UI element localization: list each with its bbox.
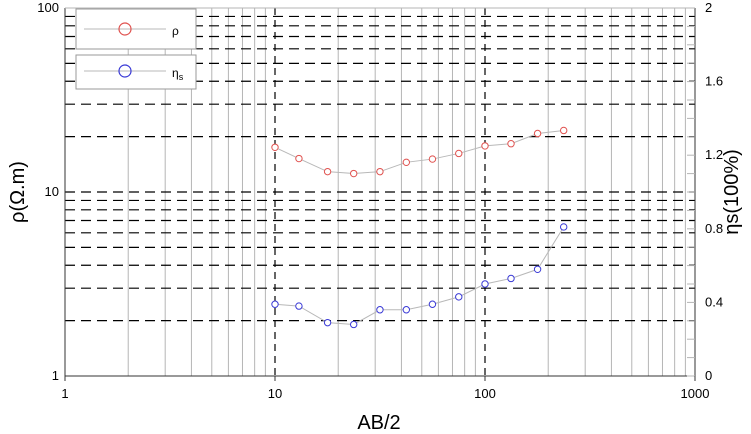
x-tick-label: 1000 [681, 386, 710, 401]
rho-data-point [481, 142, 489, 150]
eta-data-point [428, 300, 437, 308]
y2-tick-label: 0.4 [705, 294, 723, 309]
rho-data-point [559, 126, 568, 135]
eta-data-point [559, 223, 568, 231]
x-axis-title: AB/2 [357, 412, 400, 434]
y-axis-title: ρ(Ω.m) [7, 161, 29, 223]
y-tick-label: 10 [45, 184, 59, 199]
eta-data-point [376, 306, 384, 314]
axes [64, 7, 696, 381]
x-tick-label: 10 [268, 386, 282, 401]
eta-data-point [533, 265, 542, 273]
eta-data-point [402, 306, 411, 314]
eta-data-point [271, 300, 279, 308]
rho-data-point [376, 167, 384, 176]
eta-data-point [507, 274, 515, 283]
rho-data-point [323, 167, 332, 176]
eta-series-line [274, 226, 565, 325]
y2-tick-label: 1.2 [705, 147, 723, 162]
x-tick-label: 1 [61, 386, 68, 401]
legend-box-eta [75, 54, 197, 90]
rho-data-point [402, 158, 411, 167]
legend-label-rho: ρ [172, 24, 179, 38]
rho-series-line [274, 129, 564, 175]
y2-tick-label: 1.6 [705, 74, 723, 89]
rho-data-point [428, 155, 437, 163]
y-tick-label: 1 [52, 368, 59, 383]
rho-data-point [507, 140, 515, 148]
legend-marker-eta [118, 64, 132, 78]
eta-data-point [323, 318, 332, 327]
rho-data-point [349, 169, 358, 178]
y2-tick-label: 0.8 [705, 221, 723, 236]
x-tick-label: 100 [474, 386, 496, 401]
y2-axis-title: ηs(100%) [721, 149, 743, 235]
eta-data-point [481, 280, 489, 288]
legend-label-eta: ηs [172, 66, 184, 82]
eta-data-point [349, 320, 358, 329]
legend: ρ ηs [75, 8, 197, 90]
y2-tick-label: 0 [705, 368, 712, 383]
series [271, 126, 568, 329]
legend-marker-rho [118, 22, 132, 36]
rho-data-point [295, 154, 303, 163]
eta-data-point [295, 302, 303, 310]
rho-data-point [533, 129, 542, 138]
y-tick-label: 100 [37, 0, 59, 15]
rho-data-point [455, 149, 463, 158]
eta-data-point [455, 293, 463, 301]
rho-data-point [271, 143, 279, 151]
y2-tick-label: 2 [705, 0, 712, 15]
